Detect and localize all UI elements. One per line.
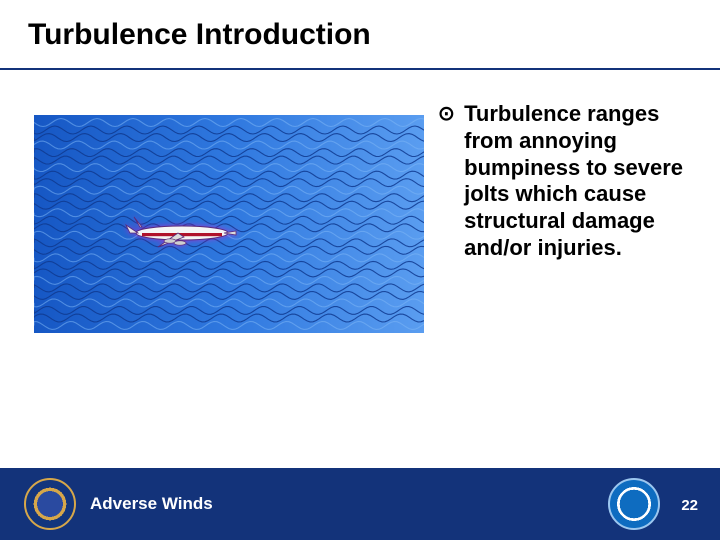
bullet-item: ⊙ Turbulence ranges from annoying bumpin…: [438, 101, 692, 262]
bullet-text: Turbulence ranges from annoying bumpines…: [464, 101, 688, 262]
slide: Turbulence Introduction ⊙ Turbulence ran…: [0, 0, 720, 540]
title-underline: [0, 68, 720, 70]
seal-right-icon: [608, 478, 660, 530]
turbulence-illustration: [34, 115, 424, 333]
slide-title: Turbulence Introduction: [28, 18, 371, 52]
footer-title: Adverse Winds: [90, 494, 213, 514]
page-number: 22: [681, 497, 698, 514]
aircraft-icon: [124, 213, 244, 249]
content-area: ⊙ Turbulence ranges from annoying bumpin…: [0, 85, 720, 455]
bullet-marker-icon: ⊙: [438, 101, 458, 128]
seal-left-icon: [24, 478, 76, 530]
footer-bar: Adverse Winds 22: [0, 468, 720, 540]
